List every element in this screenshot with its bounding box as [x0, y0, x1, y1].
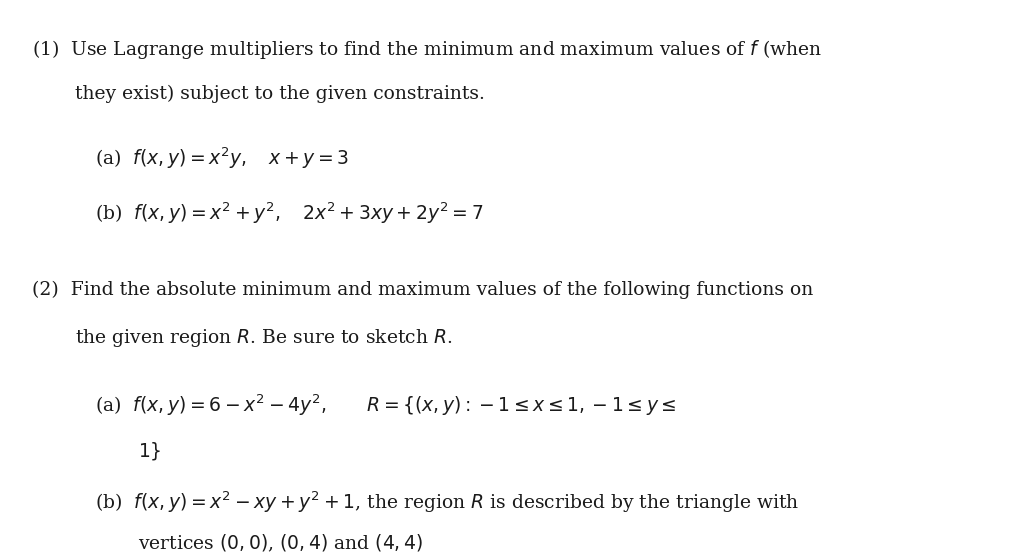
Text: they exist) subject to the given constraints.: they exist) subject to the given constra… — [75, 85, 485, 103]
Text: (a)  $f(x, y) = x^2 y, \quad x + y = 3$: (a) $f(x, y) = x^2 y, \quad x + y = 3$ — [95, 146, 349, 171]
Text: the given region $R$. Be sure to sketch $R$.: the given region $R$. Be sure to sketch … — [75, 327, 453, 349]
Text: (a)  $f(x, y) = 6 - x^2 - 4y^2, \qquad R = \{(x, y) : -1 \leq x \leq 1, -1 \leq : (a) $f(x, y) = 6 - x^2 - 4y^2, \qquad R … — [95, 393, 677, 418]
Text: (1)  Use Lagrange multipliers to find the minimum and maximum values of $f$ (whe: (1) Use Lagrange multipliers to find the… — [32, 39, 822, 61]
Text: vertices $(0, 0)$, $(0, 4)$ and $(4, 4)$: vertices $(0, 0)$, $(0, 4)$ and $(4, 4)$ — [138, 533, 423, 555]
Text: $1\}$: $1\}$ — [138, 440, 162, 461]
Text: (b)  $f(x, y) = x^2 + y^2, \quad 2x^2 + 3xy + 2y^2 = 7$: (b) $f(x, y) = x^2 + y^2, \quad 2x^2 + 3… — [95, 201, 483, 226]
Text: (2)  Find the absolute minimum and maximum values of the following functions on: (2) Find the absolute minimum and maximu… — [32, 280, 813, 299]
Text: (b)  $f(x, y) = x^2 - xy + y^2 + 1$, the region $R$ is described by the triangle: (b) $f(x, y) = x^2 - xy + y^2 + 1$, the … — [95, 489, 800, 514]
